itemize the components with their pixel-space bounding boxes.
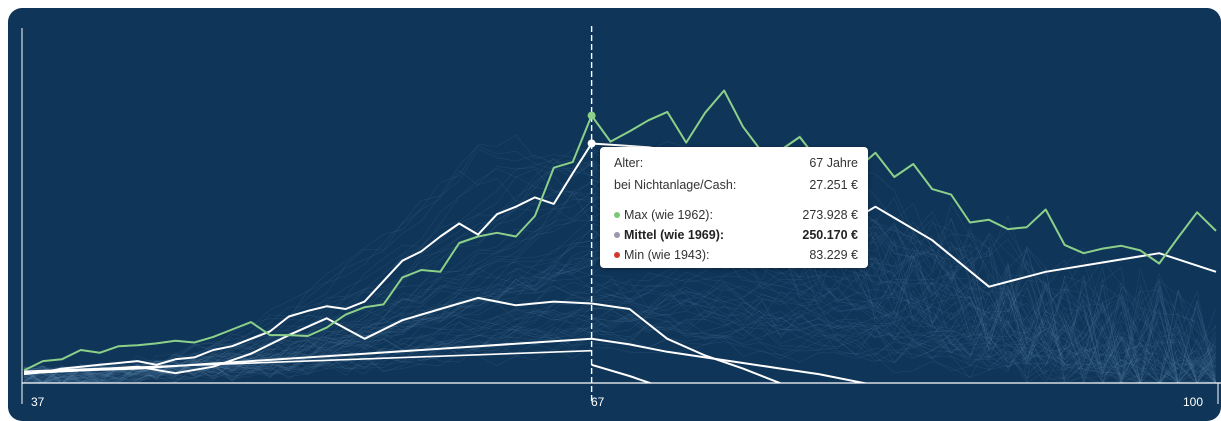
tooltip-row-min: Min (wie 1943): 83.229 € — [614, 247, 858, 263]
series-line-4[interactable] — [23, 337, 1197, 413]
background-simulation-path — [23, 216, 1216, 384]
background-simulation-path — [23, 259, 1217, 384]
hover-markers — [587, 111, 596, 148]
tooltip-min-label: Min (wie 1943): — [624, 248, 710, 262]
background-simulation-path — [23, 227, 1217, 384]
background-simulation-path — [23, 251, 1217, 384]
background-simulation-path — [23, 312, 1217, 384]
hover-marker-2 — [587, 139, 596, 148]
tooltip-mittel-label: Mittel (wie 1969): — [624, 228, 725, 242]
tooltip-cash-label: bei Nichtanlage/Cash: — [614, 178, 737, 192]
chart-panel: 37 67 100 Alter: 67 Jahre bei Nichtanlag… — [8, 8, 1221, 421]
tooltip-max-dot-icon — [614, 212, 620, 218]
series-layer — [23, 89, 1217, 413]
background-simulation-path — [23, 271, 1217, 384]
tooltip-row-cash: bei Nichtanlage/Cash: 27.251 € — [614, 177, 858, 193]
background-simulation-path — [23, 331, 1217, 384]
background-simulation-path — [23, 271, 1217, 384]
tooltip-row-age: Alter: 67 Jahre — [614, 155, 858, 171]
background-simulation-path — [23, 302, 1217, 384]
tooltip-age-label: Alter: — [614, 156, 644, 170]
x-tick-label-end: 100 — [1183, 395, 1203, 409]
series-line-6[interactable] — [591, 363, 819, 413]
background-simulation-path — [23, 279, 1217, 384]
background-simulation-path — [23, 306, 1217, 384]
tooltip-row-mittel: Mittel (wie 1969): 250.170 € — [614, 227, 858, 243]
background-simulation-path — [23, 307, 1217, 384]
tooltip-min-value: 83.229 € — [809, 248, 858, 262]
background-simulation-path — [23, 282, 1217, 384]
background-simulation-path — [23, 271, 1217, 384]
series-line-2[interactable] — [23, 142, 593, 376]
background-simulation-path — [23, 318, 1217, 384]
x-axis: 37 67 100 — [21, 28, 1221, 409]
background-simulation-path — [23, 282, 1217, 384]
series-line-1[interactable] — [23, 89, 1217, 372]
background-simulation-path — [23, 313, 1217, 384]
tooltip-max-value: 273.928 € — [802, 208, 858, 222]
background-simulation-path — [23, 260, 1216, 384]
background-simulation-path — [23, 278, 1217, 384]
x-tick-label-hover: 67 — [591, 395, 605, 409]
tooltip-max-label: Max (wie 1962): — [624, 208, 713, 222]
tooltip-cash-value: 27.251 € — [809, 178, 858, 192]
background-simulation-path — [23, 281, 1217, 384]
background-simulation-path — [23, 310, 1217, 384]
background-simulation-path — [23, 292, 1217, 384]
background-simulation-path — [23, 283, 1216, 384]
background-simulation-path — [23, 310, 1216, 384]
tooltip-min-dot-icon — [614, 252, 620, 258]
tooltip-age-value: 67 Jahre — [809, 156, 858, 170]
x-tick-label-start: 37 — [31, 395, 45, 409]
series-line-3[interactable] — [23, 296, 1197, 413]
background-simulation-path — [23, 330, 1217, 384]
tooltip-mittel-dot-icon — [614, 232, 620, 238]
hover-tooltip: Alter: 67 Jahre bei Nichtanlage/Cash: 27… — [600, 147, 868, 268]
background-simulation-path — [23, 295, 1217, 384]
tooltip-mittel-value: 250.170 € — [802, 228, 858, 242]
tooltip-row-max: Max (wie 1962): 273.928 € — [614, 207, 858, 223]
hover-marker-1 — [587, 111, 596, 120]
background-simulation-path — [23, 281, 1216, 384]
